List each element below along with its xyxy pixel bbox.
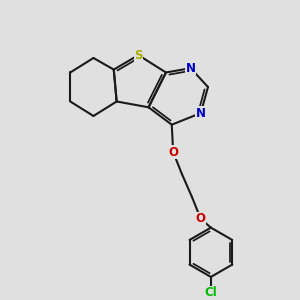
Text: N: N [196, 106, 206, 120]
Text: S: S [134, 49, 143, 62]
Text: N: N [186, 61, 196, 75]
Text: Cl: Cl [205, 286, 217, 299]
Text: O: O [168, 146, 178, 159]
Text: O: O [196, 212, 206, 225]
